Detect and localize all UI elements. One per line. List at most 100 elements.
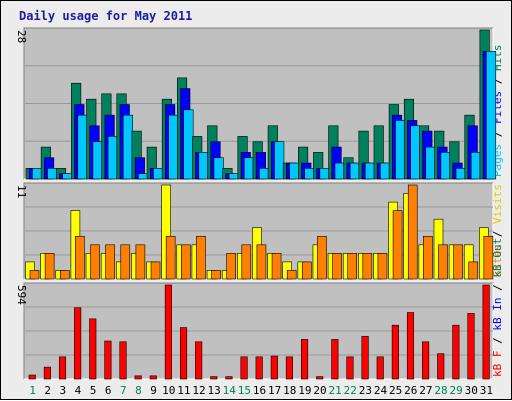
bar-sites-day-3	[59, 270, 70, 280]
bar-pages-day-22	[349, 162, 360, 180]
day-label-20: 20	[313, 384, 326, 397]
bar-pages-day-16	[259, 168, 270, 180]
bar-kb-f-day-27	[422, 341, 430, 380]
bar-sites-day-17	[271, 253, 282, 280]
axis-label-part: kB In	[491, 298, 504, 331]
bar-sites-day-19	[302, 261, 312, 280]
bar-pages-day-3	[62, 173, 73, 180]
bar-pages-day-23	[364, 162, 376, 180]
bar-sites-day-5	[90, 244, 100, 280]
day-label-10: 10	[162, 384, 175, 397]
day-label-8: 8	[135, 384, 142, 397]
bar-sites-day-24	[377, 253, 388, 280]
bar-kb-f-day-31	[482, 284, 490, 380]
bar-pages-day-20	[319, 168, 330, 180]
bar-pages-day-10	[168, 114, 179, 180]
day-label-27: 27	[419, 384, 432, 397]
bar-sites-day-9	[150, 261, 161, 280]
bar-sites-day-30	[468, 261, 479, 280]
bar-kb-f-day-19	[301, 339, 309, 380]
day-label-25: 25	[389, 384, 402, 397]
day-label-5: 5	[90, 384, 97, 397]
axis-label-part: /	[491, 278, 504, 298]
bar-kb-f-day-20	[316, 376, 324, 380]
bar-kb-f-day-5	[89, 318, 97, 380]
bar-pages-day-8	[138, 173, 149, 180]
bar-pages-day-4	[77, 114, 88, 180]
day-label-30: 30	[465, 384, 478, 397]
bar-kb-f-day-28	[437, 353, 445, 380]
bar-pages-day-30	[470, 152, 481, 180]
day-label-24: 24	[374, 384, 388, 397]
day-label-2: 2	[44, 384, 51, 397]
bar-pages-day-31	[485, 50, 497, 180]
day-label-1: 1	[29, 384, 36, 397]
chart-title: Daily usage for May 2011	[19, 9, 192, 23]
bar-sites-day-7	[120, 244, 131, 280]
day-label-15: 15	[238, 384, 251, 397]
bar-sites-day-28	[438, 244, 448, 280]
bar-sites-day-14	[226, 253, 236, 280]
bar-kb-f-day-10	[164, 284, 172, 380]
bar-sites-day-2	[44, 253, 55, 280]
bar-sites-day-13	[211, 270, 221, 280]
axis-label-part: /	[491, 224, 504, 244]
bar-kb-f-day-14	[225, 376, 233, 380]
day-label-19: 19	[298, 384, 311, 397]
day-label-9: 9	[150, 384, 157, 397]
bar-sites-day-10	[165, 235, 176, 280]
bar-sites-day-31	[483, 235, 494, 280]
bar-pages-day-13	[213, 157, 224, 180]
bar-sites-day-27	[423, 235, 433, 280]
axis-label-part: kB Out	[491, 238, 504, 278]
day-label-17: 17	[268, 384, 281, 397]
bar-sites-day-16	[256, 244, 267, 280]
bar-pages-day-18	[289, 162, 300, 180]
bar-pages-day-6	[107, 136, 118, 180]
bar-pages-day-21	[334, 162, 345, 180]
day-label-16: 16	[253, 384, 266, 397]
day-label-26: 26	[404, 384, 417, 397]
day-label-11: 11	[177, 384, 190, 397]
bar-sites-day-15	[241, 244, 252, 280]
axis-label-bottom: kB F / kB In / kB Out	[491, 238, 504, 377]
bar-kb-f-day-3	[58, 356, 67, 380]
bar-pages-day-5	[92, 141, 103, 180]
bar-kb-f-day-7	[119, 341, 127, 380]
bar-kb-f-day-2	[43, 366, 51, 380]
bar-sites-day-12	[196, 235, 206, 280]
bar-kb-f-day-29	[452, 324, 460, 380]
axis-label-part: kB F	[491, 351, 504, 378]
bar-sites-day-18	[286, 270, 297, 280]
axis-label-part: Sites	[491, 244, 504, 277]
bar-kb-f-day-24	[376, 356, 384, 380]
bar-kb-f-day-12	[195, 341, 203, 380]
bar-sites-day-8	[135, 244, 146, 280]
bar-sites-day-20	[317, 235, 327, 280]
bar-kb-f-day-17	[270, 355, 278, 380]
bar-pages-day-26	[410, 125, 421, 180]
day-label-4: 4	[75, 384, 82, 397]
bar-pages-day-29	[455, 168, 466, 180]
ymax-label-top: 28	[15, 30, 28, 43]
bar-pages-day-28	[440, 152, 451, 180]
bar-sites-day-29	[453, 244, 463, 280]
bar-kb-f-day-1	[28, 374, 36, 380]
day-label-12: 12	[192, 384, 205, 397]
day-label-29: 29	[450, 384, 463, 397]
bar-pages-day-9	[153, 168, 164, 180]
ymax-label-middle: 11	[15, 185, 28, 198]
bar-sites-day-26	[407, 184, 418, 280]
day-label-31: 31	[480, 384, 493, 397]
bar-pages-day-11	[183, 109, 194, 180]
day-label-22: 22	[344, 384, 357, 397]
bar-sites-day-6	[105, 244, 115, 280]
bar-kb-f-day-15	[240, 356, 248, 380]
bar-kb-f-day-26	[406, 312, 415, 380]
bar-pages-day-2	[47, 168, 58, 180]
day-label-21: 21	[329, 384, 342, 397]
bar-sites-day-1	[29, 270, 40, 280]
day-label-14: 14	[223, 384, 237, 397]
axis-label-part: Visits	[491, 184, 504, 224]
